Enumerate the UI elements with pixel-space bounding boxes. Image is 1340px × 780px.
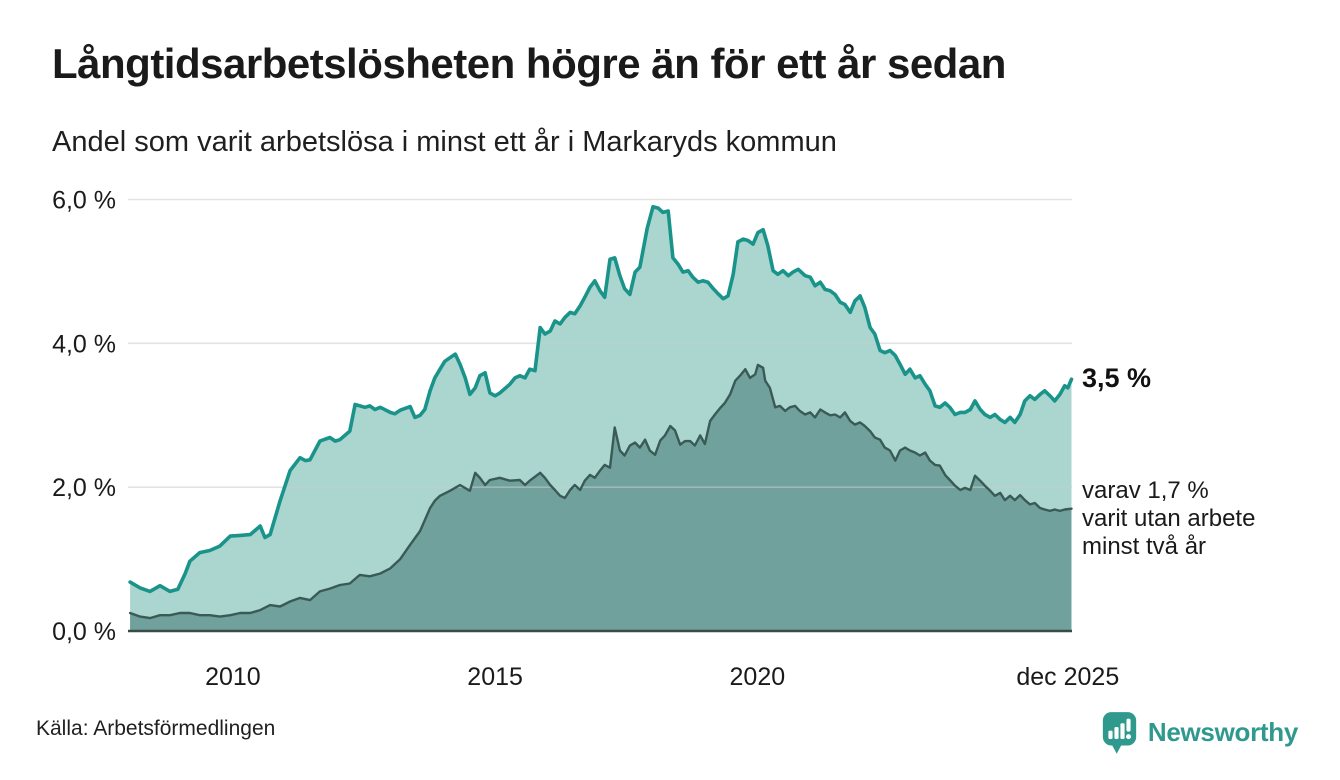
bar-chart-speech-bubble-icon bbox=[1102, 712, 1136, 754]
y-tick-label: 2,0 % bbox=[52, 474, 116, 502]
series2-area bbox=[130, 364, 1072, 631]
y-tick-label: 6,0 % bbox=[52, 187, 116, 215]
series1-end-value-label: 3,5 % bbox=[1082, 363, 1152, 393]
page-title: Långtidsarbetslösheten högre än för ett … bbox=[52, 40, 1006, 87]
x-tick-label: 2015 bbox=[467, 663, 523, 691]
brand-name: Newsworthy bbox=[1147, 717, 1298, 747]
brand-logo: Newsworthy bbox=[1101, 710, 1298, 755]
series2-end-note: varav 1,7 % varit utan arbete minst två … bbox=[1082, 477, 1256, 560]
series2-line bbox=[128, 363, 1073, 620]
page-subtitle: Andel som varit arbetslösa i minst ett å… bbox=[52, 126, 837, 158]
x-tick-label: 2020 bbox=[730, 663, 786, 691]
y-tick-label: 0,0 % bbox=[52, 618, 116, 646]
area-chart: 0,0 % 2,0 % 4,0 % 6,0 % 2010 2015 2020 dec 2025 bbox=[0, 180, 1340, 705]
chart-canvas: 0,0 % 2,0 % 4,0 % 6,0 % 2010 2015 2020 dec 2025 bbox=[52, 187, 1119, 692]
source-caption: Källa: Arbetsförmedlingen bbox=[36, 717, 276, 740]
series1-line bbox=[128, 204, 1074, 594]
x-tick-label: dec 2025 bbox=[1016, 663, 1119, 691]
y-tick-label: 4,0 % bbox=[52, 330, 116, 358]
x-tick-label: 2010 bbox=[205, 663, 261, 691]
